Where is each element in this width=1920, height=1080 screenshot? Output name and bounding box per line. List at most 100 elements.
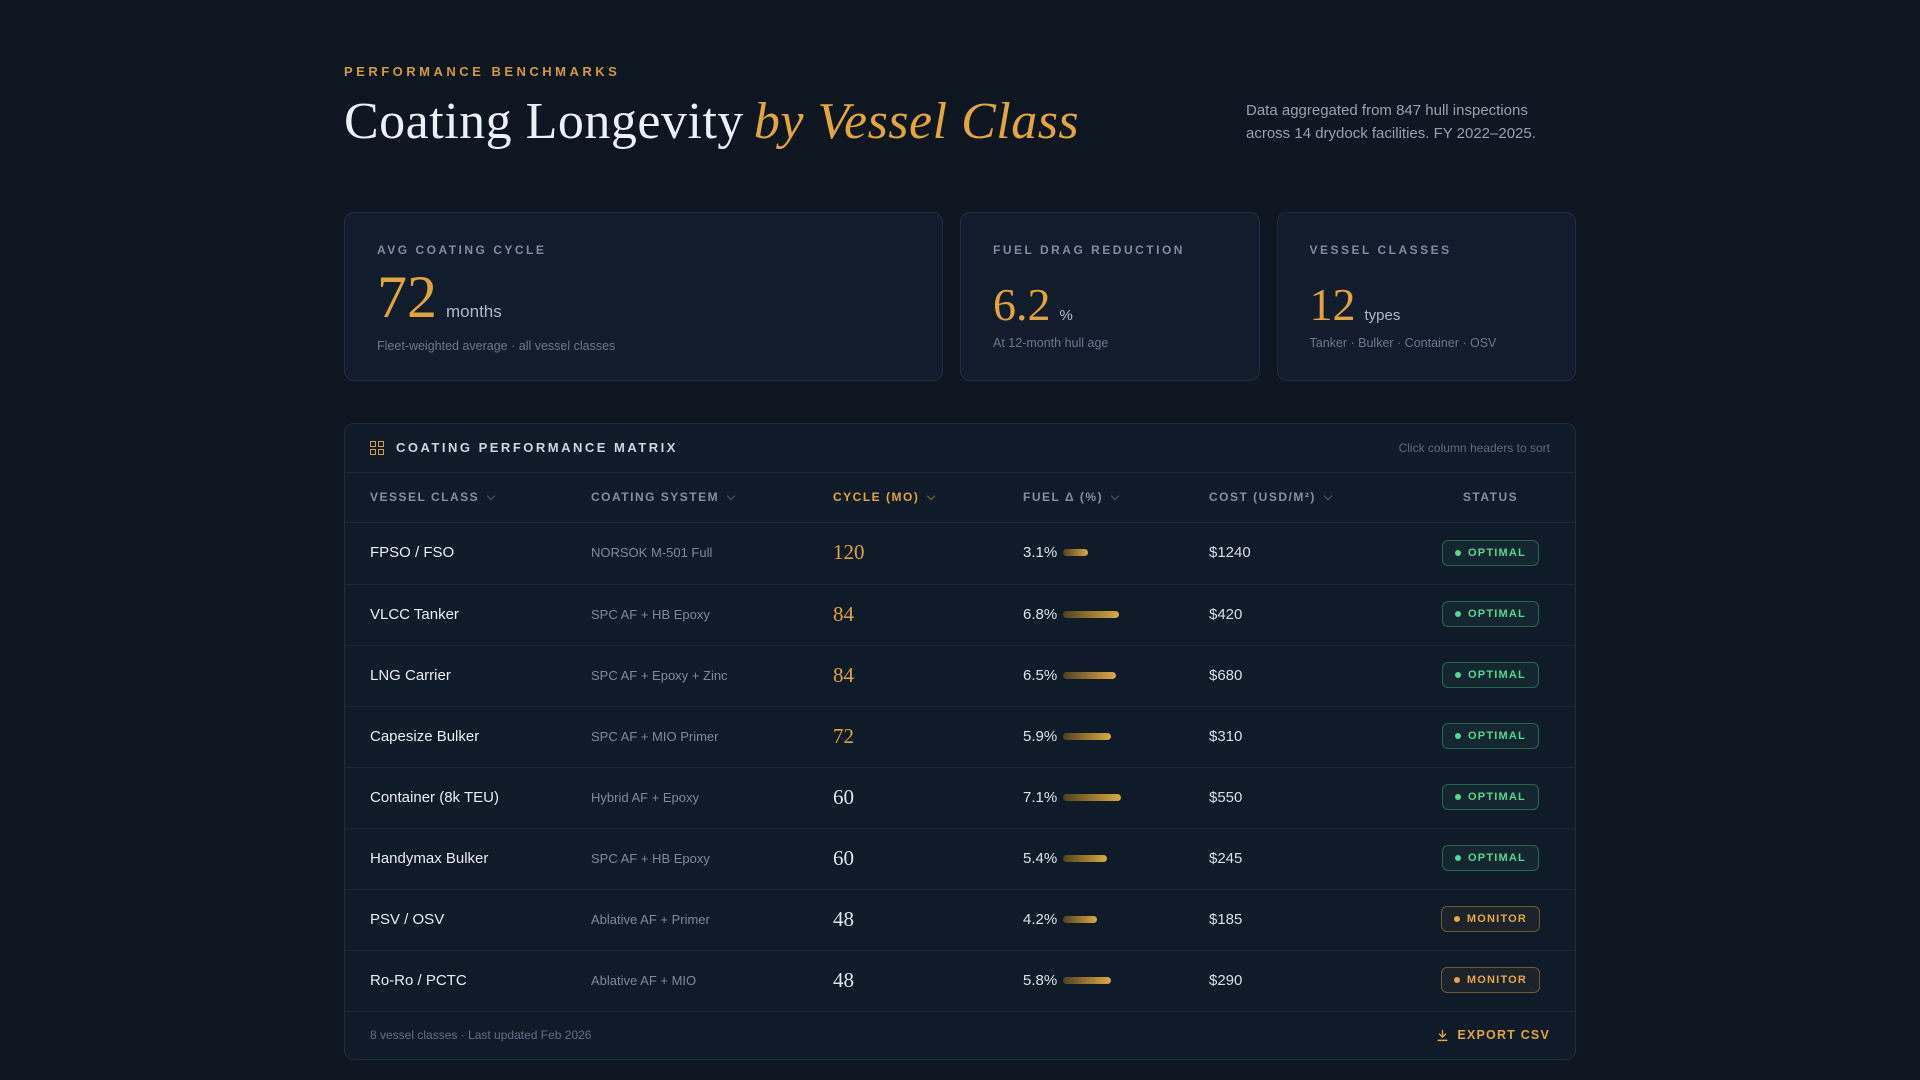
fuel-delta-cell: 7.1% bbox=[1023, 789, 1209, 806]
status-badge: OPTIMAL bbox=[1442, 784, 1539, 811]
fuel-delta-value: 3.1% bbox=[1023, 544, 1058, 562]
stat-unit: % bbox=[1059, 306, 1073, 324]
fuel-delta-value: 4.2% bbox=[1023, 910, 1058, 928]
cost-cell: $245 bbox=[1209, 849, 1243, 867]
page-header: PERFORMANCE BENCHMARKS Coating Longevity… bbox=[344, 64, 1576, 150]
column-header-cycle[interactable]: CYCLE (MO) bbox=[833, 490, 1023, 504]
stat-unit: types bbox=[1364, 306, 1401, 324]
matrix-footer: 8 vessel classes · Last updated Feb 2026… bbox=[345, 1010, 1575, 1059]
fuel-delta-cell: 5.9% bbox=[1023, 728, 1209, 745]
stat-note: Tanker · Bulker · Container · OSV bbox=[1309, 335, 1497, 350]
stat-bottom-group: 6.2 % At 12-month hull age bbox=[993, 272, 1227, 350]
stat-bottom-group: 12 types Tanker · Bulker · Container · O… bbox=[1310, 272, 1544, 350]
status-dot-icon bbox=[1455, 733, 1462, 740]
cycle-months-cell: 72 bbox=[833, 723, 854, 748]
table-row: FPSO / FSO NORSOK M-501 Full 120 3.1% $1… bbox=[345, 523, 1575, 584]
status-cell: OPTIMAL bbox=[1431, 784, 1550, 811]
fuel-delta-value: 7.1% bbox=[1023, 788, 1058, 806]
status-dot-icon bbox=[1453, 977, 1460, 984]
coating-system-cell: Ablative AF + Primer bbox=[591, 911, 710, 927]
status-label: OPTIMAL bbox=[1468, 730, 1526, 743]
cost-cell: $680 bbox=[1209, 666, 1243, 684]
stat-label: FUEL DRAG REDUCTION bbox=[993, 242, 1185, 257]
status-label: MONITOR bbox=[1466, 974, 1528, 987]
chevron-down-icon bbox=[1323, 491, 1333, 500]
status-cell: OPTIMAL bbox=[1431, 662, 1550, 689]
fuel-delta-bar bbox=[1063, 610, 1119, 618]
fuel-delta-bar bbox=[1063, 549, 1088, 557]
fuel-delta-cell: 6.8% bbox=[1023, 606, 1209, 623]
stat-value-row: 6.2 % bbox=[993, 278, 1227, 330]
fuel-delta-cell: 5.8% bbox=[1023, 972, 1209, 989]
fuel-delta-value: 5.9% bbox=[1023, 727, 1058, 745]
fuel-delta-value: 5.4% bbox=[1023, 849, 1058, 867]
header-description: Data aggregated from 847 hull inspection… bbox=[1246, 102, 1536, 143]
stat-note: Fleet-weighted average · all vessel clas… bbox=[377, 338, 616, 353]
status-cell: OPTIMAL bbox=[1431, 723, 1550, 750]
status-label: OPTIMAL bbox=[1468, 546, 1526, 559]
vessel-class-cell: Capesize Bulker bbox=[370, 727, 480, 745]
chevron-down-icon bbox=[486, 491, 496, 500]
fuel-delta-value: 6.5% bbox=[1023, 666, 1058, 684]
chevron-down-icon bbox=[726, 491, 736, 500]
footer-summary: 8 vessel classes · Last updated Feb 2026 bbox=[370, 1028, 592, 1043]
status-cell: MONITOR bbox=[1431, 906, 1550, 933]
stat-card-vessel-classes: VESSEL CLASSES 12 types Tanker · Bulker … bbox=[1276, 211, 1576, 381]
vessel-class-cell: FPSO / FSO bbox=[370, 544, 455, 562]
column-header-cost[interactable]: COST (USD/M²) bbox=[1209, 490, 1431, 504]
status-badge: OPTIMAL bbox=[1442, 845, 1539, 872]
cost-cell: $420 bbox=[1209, 605, 1243, 623]
stat-card-avg-coating-cycle: AVG COATING CYCLE 72 months Fleet-weight… bbox=[344, 211, 943, 381]
cost-cell: $310 bbox=[1209, 727, 1243, 745]
status-dot-icon bbox=[1455, 611, 1462, 618]
page-title: Coating Longevity by Vessel Class bbox=[344, 94, 1079, 150]
column-header-coating-system[interactable]: COATING SYSTEM bbox=[591, 490, 833, 504]
cost-cell: $185 bbox=[1209, 910, 1243, 928]
status-dot-icon bbox=[1455, 672, 1462, 679]
column-header-vessel-class[interactable]: VESSEL CLASS bbox=[370, 490, 591, 504]
stat-value-row: 72 months bbox=[377, 267, 910, 327]
grid-icon bbox=[370, 440, 384, 455]
fuel-delta-cell: 5.4% bbox=[1023, 850, 1209, 867]
table-body: FPSO / FSO NORSOK M-501 Full 120 3.1% $1… bbox=[345, 523, 1575, 1011]
status-badge: OPTIMAL bbox=[1442, 539, 1539, 566]
table-row: Handymax Bulker SPC AF + HB Epoxy 60 5.4… bbox=[345, 827, 1575, 889]
status-cell: OPTIMAL bbox=[1431, 845, 1550, 872]
sort-hint: Click column headers to sort bbox=[1398, 440, 1550, 455]
page: PERFORMANCE BENCHMARKS Coating Longevity… bbox=[344, 0, 1576, 1080]
status-dot-icon bbox=[1455, 549, 1462, 556]
column-header-fuel-delta[interactable]: FUEL Δ (%) bbox=[1023, 490, 1209, 504]
vessel-class-cell: PSV / OSV bbox=[370, 910, 445, 928]
cycle-months-cell: 84 bbox=[833, 601, 854, 626]
fuel-delta-bar bbox=[1063, 854, 1107, 862]
fuel-delta-cell: 4.2% bbox=[1023, 911, 1209, 928]
cycle-months-cell: 60 bbox=[833, 845, 854, 870]
coating-system-cell: Ablative AF + MIO bbox=[591, 972, 697, 988]
chevron-down-icon bbox=[1110, 491, 1120, 500]
export-csv-button[interactable]: EXPORT CSV bbox=[1436, 1028, 1550, 1042]
matrix-title: COATING PERFORMANCE MATRIX bbox=[396, 440, 678, 456]
cost-cell: $290 bbox=[1209, 971, 1243, 989]
download-icon bbox=[1437, 1029, 1448, 1041]
cost-cell: $1240 bbox=[1209, 544, 1251, 562]
header-left: PERFORMANCE BENCHMARKS Coating Longevity… bbox=[344, 64, 1079, 150]
coating-system-cell: Hybrid AF + Epoxy bbox=[591, 789, 700, 805]
status-label: OPTIMAL bbox=[1468, 669, 1526, 682]
stats-row: AVG COATING CYCLE 72 months Fleet-weight… bbox=[344, 211, 1576, 381]
status-label: OPTIMAL bbox=[1468, 852, 1526, 865]
coating-system-cell: SPC AF + Epoxy + Zinc bbox=[591, 667, 728, 683]
chevron-down-icon bbox=[927, 491, 936, 500]
cycle-months-cell: 60 bbox=[833, 784, 854, 809]
status-badge: OPTIMAL bbox=[1442, 723, 1539, 750]
stat-value: 6.2 bbox=[993, 278, 1051, 330]
cycle-months-cell: 84 bbox=[833, 662, 854, 687]
status-label: OPTIMAL bbox=[1468, 791, 1526, 804]
fuel-delta-cell: 6.5% bbox=[1023, 667, 1209, 684]
column-header-status: STATUS bbox=[1462, 490, 1519, 505]
cycle-months-cell: 120 bbox=[833, 540, 865, 565]
fuel-delta-value: 6.8% bbox=[1023, 605, 1058, 623]
coating-performance-matrix-card: COATING PERFORMANCE MATRIX Click column … bbox=[344, 422, 1576, 1060]
fuel-delta-bar bbox=[1063, 793, 1121, 801]
stat-label: VESSEL CLASSES bbox=[1309, 242, 1452, 257]
status-dot-icon bbox=[1455, 855, 1462, 862]
